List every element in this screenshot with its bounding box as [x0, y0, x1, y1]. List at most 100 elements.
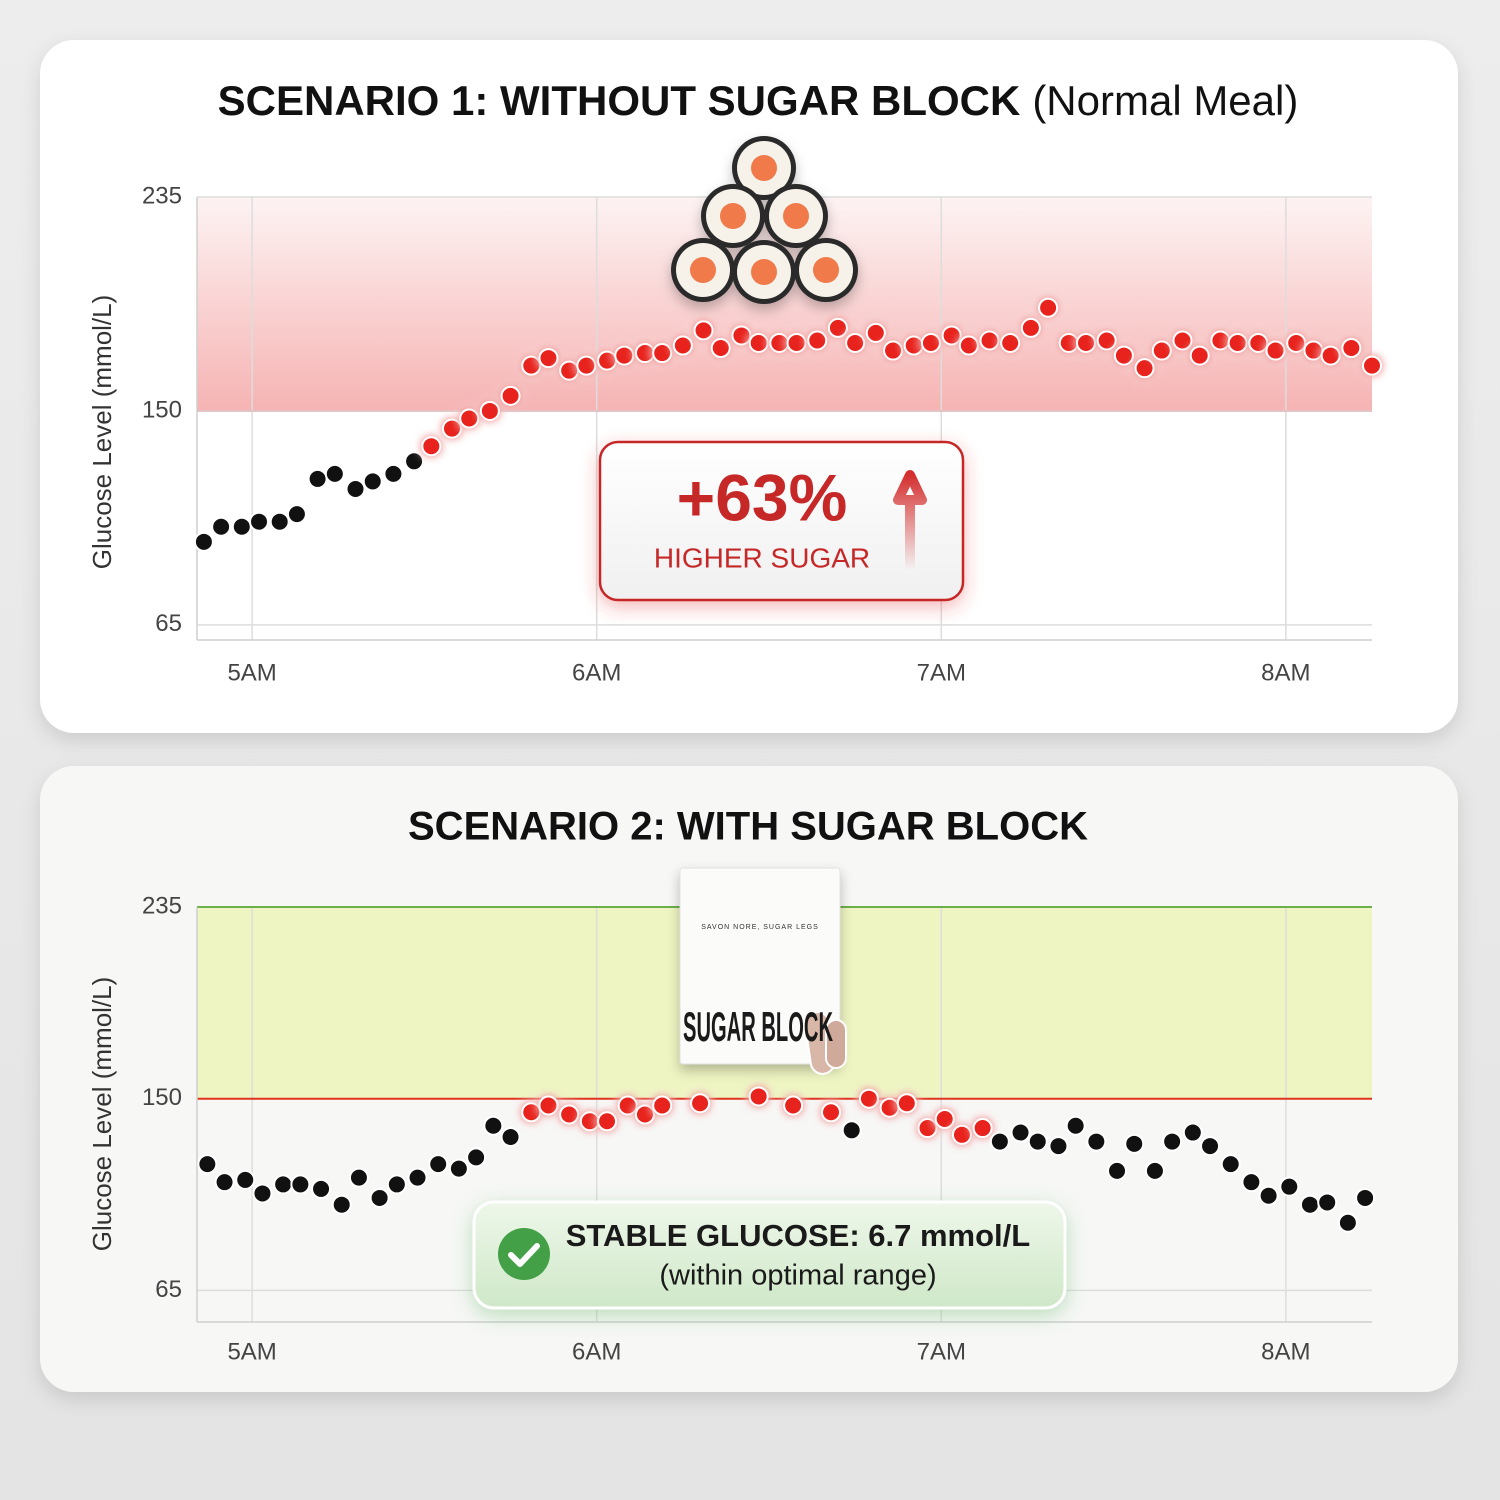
annotation-text: STABLE GLUCOSE: 6.7 mmol/L — [566, 1218, 1030, 1253]
data-point — [1265, 340, 1286, 361]
data-point — [538, 348, 559, 369]
data-point — [958, 335, 979, 356]
data-point — [1048, 1136, 1069, 1157]
data-point — [1299, 1194, 1320, 1215]
data-point — [576, 355, 597, 376]
data-point — [1151, 340, 1172, 361]
data-point — [920, 332, 941, 353]
y-tick-label: 235 — [142, 182, 182, 209]
data-point — [1227, 332, 1248, 353]
data-point — [500, 1127, 521, 1148]
x-tick-label: 7AM — [917, 1338, 966, 1365]
data-point — [841, 1120, 862, 1141]
data-point — [979, 330, 1000, 351]
data-point — [286, 504, 307, 525]
x-tick-label: 8AM — [1261, 659, 1310, 686]
data-point — [1286, 332, 1307, 353]
data-point — [345, 478, 366, 499]
product-name: SUGAR BLOCK — [683, 1003, 833, 1050]
data-point — [1113, 345, 1134, 366]
data-point — [1065, 1115, 1086, 1136]
data-point — [521, 1102, 542, 1123]
data-point — [1020, 317, 1041, 338]
product-brand: SAVON NORE, SUGAR LEGS — [701, 924, 819, 931]
data-point — [1010, 1122, 1031, 1143]
data-point — [634, 343, 655, 364]
decorations: +63% HIGHER SUGAR SAVON NORE, SUGAR LEGS… — [472, 136, 1067, 1310]
x-tick-label: 8AM — [1261, 1338, 1310, 1365]
y-tick-label: 235 — [142, 892, 182, 919]
data-point — [307, 468, 328, 489]
data-point — [193, 531, 214, 552]
data-point — [1086, 1131, 1107, 1152]
data-point — [386, 1174, 407, 1195]
data-point — [710, 338, 731, 359]
data-point — [883, 340, 904, 361]
data-point — [448, 1158, 469, 1179]
annotation-text: HIGHER SUGAR — [654, 542, 870, 573]
data-point — [1279, 1176, 1300, 1197]
data-point — [783, 1095, 804, 1116]
y-axis-label: Glucose Level (mmol/L) — [87, 977, 117, 1252]
data-point — [1134, 358, 1155, 379]
data-point — [1337, 1212, 1358, 1233]
data-point — [1241, 1172, 1262, 1193]
data-point — [1172, 330, 1193, 351]
data-point — [249, 511, 270, 532]
data-point — [369, 1187, 390, 1208]
data-point — [693, 320, 714, 341]
data-point — [614, 345, 635, 366]
title-main: SCENARIO 1: WITHOUT SUGAR BLOCK — [218, 77, 1021, 124]
x-tick-label: 6AM — [572, 659, 621, 686]
data-point — [821, 1102, 842, 1123]
data-point — [858, 1088, 879, 1109]
data-point — [617, 1095, 638, 1116]
data-point — [1076, 332, 1097, 353]
data-point — [652, 1095, 673, 1116]
data — [193, 297, 1382, 1233]
annotation-box — [472, 1200, 1067, 1310]
up-arrow — [893, 470, 927, 570]
data-point — [1248, 332, 1269, 353]
sushi-illustration — [671, 136, 858, 304]
data-point — [1317, 1192, 1338, 1213]
data-point — [441, 418, 462, 439]
data-point — [421, 436, 442, 457]
data-point — [652, 343, 673, 364]
data-point — [1096, 330, 1117, 351]
data-point — [428, 1154, 449, 1175]
data-point — [1124, 1133, 1145, 1154]
data-point — [1258, 1185, 1279, 1206]
data-point — [1000, 332, 1021, 353]
data-point — [731, 325, 752, 346]
grid: 65 150 235 5AM 6AM 7AM 8AM 65 150 235 5AM 6AM 7AM 8AM — [142, 182, 1372, 1365]
data-point — [917, 1118, 938, 1139]
check-icon — [498, 1228, 550, 1280]
data-point — [483, 1115, 504, 1136]
data-point — [197, 1154, 218, 1175]
data-point — [273, 1174, 294, 1195]
data-point — [1189, 345, 1210, 366]
data-point — [845, 332, 866, 353]
x-tick-label: 5AM — [227, 659, 276, 686]
data-point — [211, 516, 232, 537]
x-tick-label: 7AM — [917, 659, 966, 686]
data-point — [324, 463, 345, 484]
data-point — [748, 1086, 769, 1107]
data-point — [559, 1104, 580, 1125]
data-point — [1355, 1187, 1376, 1208]
data-point — [1341, 338, 1362, 359]
data-point — [521, 355, 542, 376]
data-point — [404, 451, 425, 472]
data-point — [1320, 345, 1341, 366]
data-point — [807, 330, 828, 351]
data-point — [786, 332, 807, 353]
data-point — [1162, 1131, 1183, 1152]
data-point — [214, 1172, 235, 1193]
data-point — [1107, 1160, 1128, 1181]
data-point — [1200, 1136, 1221, 1157]
data-point — [1038, 297, 1059, 318]
data-point — [634, 1104, 655, 1125]
